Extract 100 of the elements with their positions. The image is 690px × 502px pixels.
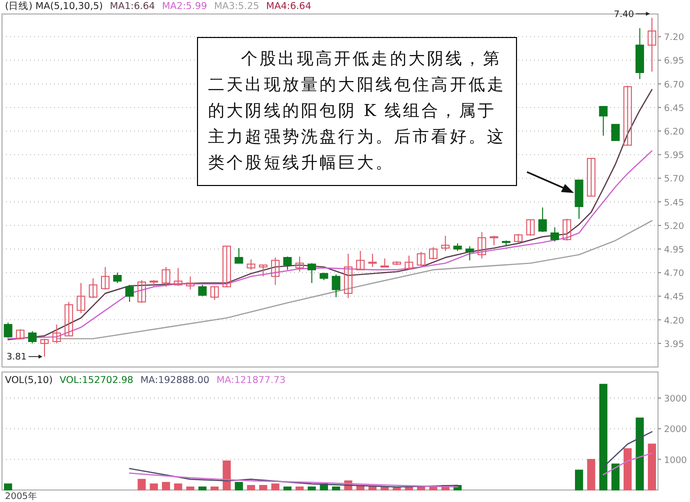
y-tick-label: 5.70 bbox=[664, 174, 684, 185]
y-tick-label: 1000 bbox=[664, 456, 688, 466]
y-tick-label: 3.95 bbox=[664, 340, 684, 350]
candlestick bbox=[344, 253, 352, 299]
candlestick bbox=[283, 256, 292, 270]
text: 2005年 bbox=[5, 491, 37, 502]
y-tick-label: 5.95 bbox=[664, 151, 684, 162]
bar bbox=[271, 483, 280, 490]
bar bbox=[308, 486, 316, 490]
bar bbox=[198, 486, 206, 490]
y-tick-label: 4.45 bbox=[664, 292, 684, 303]
y-tick-label: 6.95 bbox=[664, 56, 684, 67]
candlestick bbox=[465, 246, 474, 261]
candlestick bbox=[40, 338, 49, 358]
y-tick-label: 4.20 bbox=[664, 316, 684, 326]
bar bbox=[332, 486, 340, 490]
text: MA4:6.64 bbox=[266, 1, 312, 12]
y-tick-label: 5.45 bbox=[664, 198, 684, 208]
annotation: 7.40 bbox=[614, 10, 634, 20]
bar bbox=[611, 464, 620, 490]
candlestick bbox=[611, 124, 620, 141]
bar bbox=[283, 486, 292, 490]
text: MA2:5.99 bbox=[162, 1, 208, 12]
candlestick bbox=[586, 158, 596, 197]
y-tick-label: 6.45 bbox=[664, 104, 684, 114]
bar bbox=[259, 485, 268, 490]
y-tick-label: 2000 bbox=[664, 425, 688, 436]
candlestick bbox=[258, 264, 268, 277]
bar bbox=[150, 483, 158, 490]
candlestick bbox=[308, 262, 316, 284]
bar bbox=[429, 486, 438, 490]
text: VOL:152702.98 bbox=[60, 375, 134, 386]
line-series bbox=[128, 472, 458, 488]
candlestick bbox=[526, 219, 535, 236]
bar bbox=[138, 478, 146, 490]
candlestick bbox=[210, 286, 219, 300]
y-tick-label: 5.20 bbox=[664, 222, 684, 232]
y-tick-label: 4.70 bbox=[664, 269, 684, 280]
bar bbox=[587, 458, 596, 490]
y-tick-label: 6.20 bbox=[664, 128, 684, 138]
candlestick bbox=[416, 251, 426, 268]
candlestick bbox=[478, 232, 486, 259]
candlestick bbox=[76, 282, 86, 314]
y-tick-label: 7.20 bbox=[664, 33, 684, 44]
y-tick-label: 3000 bbox=[664, 394, 688, 405]
candlestick bbox=[356, 250, 365, 270]
annotation: 3.81 bbox=[6, 352, 27, 363]
candlestick bbox=[648, 17, 656, 72]
candlestick bbox=[113, 272, 122, 284]
bar bbox=[417, 486, 426, 490]
bar bbox=[636, 418, 644, 490]
line-series bbox=[128, 468, 458, 488]
bar bbox=[574, 470, 584, 490]
bar bbox=[210, 486, 219, 490]
bar bbox=[4, 483, 12, 490]
bar bbox=[380, 486, 389, 490]
candlestick bbox=[137, 280, 146, 304]
bar bbox=[162, 482, 170, 490]
candlestick bbox=[222, 246, 232, 288]
chart-title: VOL(5,10) bbox=[5, 375, 53, 386]
y-tick-label: 6.70 bbox=[664, 80, 684, 90]
text: MA:192888.00 bbox=[140, 375, 210, 386]
candlestick bbox=[332, 274, 340, 298]
bar bbox=[368, 486, 377, 490]
bar bbox=[296, 486, 304, 490]
candlestick bbox=[162, 266, 170, 288]
bar bbox=[246, 485, 256, 490]
candlestick bbox=[28, 330, 37, 344]
candlestick bbox=[295, 256, 304, 272]
text: MA:121877.73 bbox=[216, 375, 286, 386]
chart-title: (日线) MA(5,10,30,5) bbox=[5, 0, 103, 12]
candlestick bbox=[52, 324, 61, 344]
annotation: 个股出现高开低走的大阴线，第二天出现放量的大阳线包住高开低走的大阴线的阳包阴 K 线组合，属于主力超强势洗盘行为。后市看好。这类个股短线升幅巨大。 bbox=[197, 37, 517, 186]
bar bbox=[599, 384, 608, 490]
bar bbox=[174, 483, 182, 490]
candlestick bbox=[246, 258, 256, 270]
candlestick bbox=[428, 246, 438, 260]
text: MA1:6.64 bbox=[110, 1, 155, 12]
candlestick bbox=[88, 278, 98, 299]
candlestick bbox=[368, 253, 377, 268]
candlestick bbox=[234, 248, 244, 264]
candlestick bbox=[125, 284, 134, 302]
candlestick bbox=[441, 235, 450, 252]
bar bbox=[648, 444, 656, 490]
bar bbox=[186, 486, 194, 490]
candlestick bbox=[16, 328, 24, 340]
candlestick bbox=[490, 235, 498, 246]
bar bbox=[624, 448, 632, 490]
candlestick bbox=[623, 85, 632, 146]
candlestick bbox=[4, 322, 12, 338]
candlestick bbox=[186, 276, 195, 290]
text: MA3:5.25 bbox=[214, 1, 260, 12]
bar bbox=[234, 482, 243, 490]
y-tick-label: 4.95 bbox=[664, 246, 684, 256]
candlestick bbox=[404, 255, 414, 270]
candlestick bbox=[64, 301, 74, 336]
bar bbox=[222, 460, 231, 490]
candlestick bbox=[562, 218, 572, 242]
candlestick bbox=[538, 206, 547, 233]
candlestick bbox=[550, 226, 560, 242]
